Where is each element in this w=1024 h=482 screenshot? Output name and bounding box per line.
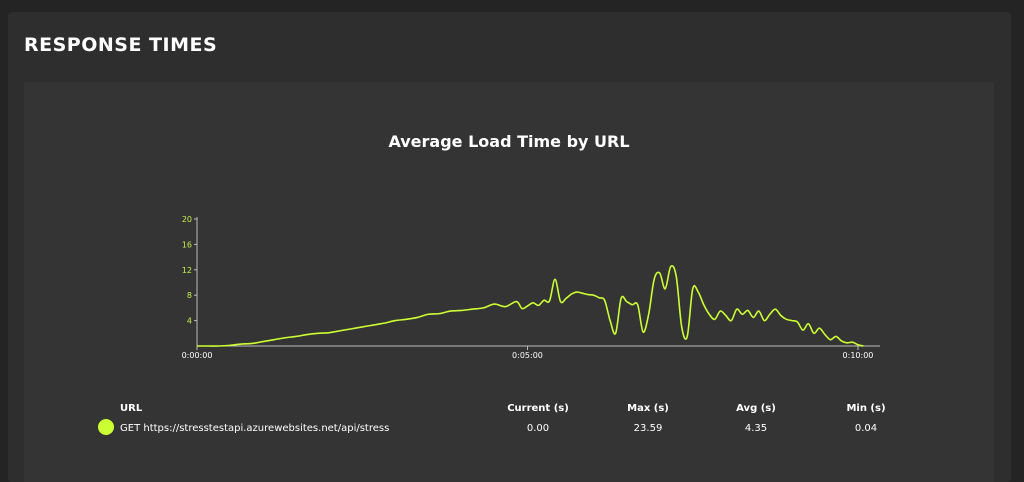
y-tick-label: 8	[187, 291, 192, 300]
col-header-max: Max (s)	[627, 403, 669, 414]
col-header-current: Current (s)	[507, 403, 569, 414]
load-time-chart: 4 8 12 16 20 0:00:00 0:05:00 0:10:00	[182, 215, 880, 360]
row-avg: 4.35	[744, 423, 768, 434]
y-tick-label: 20	[182, 215, 192, 224]
y-ticks: 4 8 12 16 20	[182, 215, 197, 326]
row-min: 0.04	[854, 423, 878, 434]
response-times-panel: RESPONSE TIMES Average Load Time by URL …	[8, 12, 1011, 482]
panel-title: RESPONSE TIMES	[24, 34, 218, 56]
row-current: 0.00	[526, 423, 550, 434]
y-tick-label: 4	[187, 317, 192, 326]
col-header-min: Min (s)	[846, 403, 886, 414]
x-tick-label: 0:10:00	[843, 351, 874, 360]
row-url: GET https://stresstestapi.azurewebsites.…	[120, 423, 390, 434]
chart-card: Average Load Time by URL 4 8 12 16 20 0:00:0…	[24, 82, 994, 482]
series-color-dot	[98, 419, 114, 435]
series-lines	[197, 265, 864, 347]
chart-axes	[196, 217, 880, 347]
series-line	[197, 265, 864, 347]
x-tick-label: 0:05:00	[512, 351, 543, 360]
row-max: 23.59	[633, 423, 663, 434]
y-tick-label: 16	[182, 240, 192, 249]
x-ticks: 0:00:00 0:05:00 0:10:00	[182, 346, 874, 360]
col-header-avg: Avg (s)	[736, 403, 776, 414]
x-tick-label: 0:00:00	[182, 351, 213, 360]
chart-title: Average Load Time by URL	[388, 132, 630, 151]
y-tick-label: 12	[182, 266, 192, 275]
col-header-url: URL	[120, 403, 143, 414]
